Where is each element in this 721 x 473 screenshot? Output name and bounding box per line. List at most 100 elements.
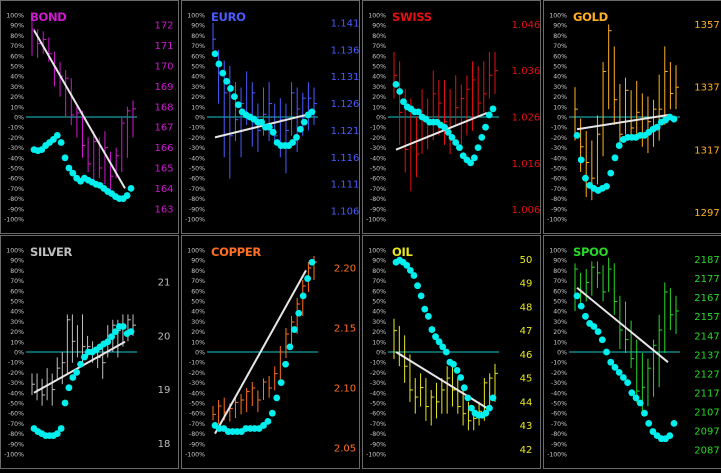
pct-tick-label: 0%	[557, 350, 567, 357]
price-tick-label: 1.136	[331, 45, 360, 56]
oscillator-dot	[304, 275, 311, 282]
price-tick-label: 166	[154, 143, 173, 154]
pct-tick-label: 50%	[10, 299, 24, 306]
pct-tick-label: 70%	[191, 43, 205, 50]
price-tick-label: 170	[154, 62, 173, 73]
pct-tick-label: 20%	[553, 329, 567, 336]
pct-tick-label: 30%	[191, 84, 205, 91]
price-bar	[450, 89, 453, 154]
price-bar	[654, 100, 657, 147]
pct-tick-label: -90%	[370, 206, 386, 213]
price-bar	[648, 97, 651, 153]
pct-tick-label: 70%	[10, 43, 24, 50]
price-bar	[241, 87, 244, 157]
price-tick-label: 2117	[694, 388, 719, 399]
price-bar	[631, 321, 634, 369]
price-bar	[614, 46, 617, 124]
pct-tick-label: 10%	[191, 104, 205, 111]
pct-tick-label: 0%	[376, 350, 386, 357]
pct-tick-label: 0%	[195, 350, 205, 357]
pct-tick-label: -70%	[370, 186, 386, 193]
oscillator-dot	[393, 81, 400, 88]
pct-tick-label: -80%	[551, 196, 567, 203]
chart-title: GOLD	[573, 10, 608, 24]
pct-tick-label: 20%	[10, 329, 24, 336]
oscillator-dot	[595, 328, 602, 335]
price-bar	[603, 265, 606, 301]
oscillator-dot	[273, 395, 280, 402]
oscillator-dot	[637, 400, 644, 407]
pct-tick-label: 20%	[372, 329, 386, 336]
pct-tick-label: -70%	[189, 186, 205, 193]
price-bar	[247, 388, 250, 412]
pct-tick-label: 70%	[553, 43, 567, 50]
oscillator-dot	[265, 418, 272, 425]
price-tick-label: 42	[520, 445, 533, 456]
pct-tick-label: -40%	[370, 390, 386, 397]
pct-tick-label: 50%	[10, 64, 24, 71]
pct-tick-label: 50%	[191, 299, 205, 306]
pct-tick-label: 80%	[553, 33, 567, 40]
price-bar	[77, 107, 80, 138]
price-bar	[447, 366, 450, 413]
price-tick-label: 48	[520, 302, 533, 313]
price-bar	[230, 66, 233, 179]
oscillator-dot	[62, 400, 69, 407]
price-tick-label: 1.116	[331, 153, 360, 164]
price-tick-label: 1.016	[512, 159, 541, 170]
pct-tick-label: 90%	[10, 23, 24, 30]
oscillator-dot	[124, 192, 131, 199]
pct-tick-label: -20%	[551, 135, 567, 142]
pct-tick-label: 40%	[553, 74, 567, 81]
pct-tick-label: -30%	[189, 145, 205, 152]
oscillator-dot	[212, 50, 219, 57]
oscillator-dot	[77, 361, 84, 368]
oscillator-dot	[582, 175, 589, 182]
price-tick-label: 20	[158, 331, 171, 342]
pct-tick-label: -30%	[8, 380, 24, 387]
pct-tick-label: 80%	[191, 33, 205, 40]
price-tick-label: 164	[154, 184, 173, 195]
price-bar	[133, 101, 136, 138]
pct-tick-label: -50%	[370, 401, 386, 408]
oscillator-dot	[443, 349, 450, 356]
pct-tick-label: 70%	[191, 278, 205, 285]
pct-tick-label: 100%	[549, 248, 567, 255]
chart-panel-euro: 100%90%80%70%60%50%40%30%20%10%0%-10%-20…	[182, 1, 360, 234]
price-bar	[286, 104, 289, 174]
pct-tick-label: -20%	[370, 135, 386, 142]
pct-tick-label: -80%	[370, 431, 386, 438]
pct-tick-label: 30%	[372, 319, 386, 326]
oscillator-dot	[429, 326, 436, 333]
price-bar	[676, 65, 679, 109]
price-tick-label: 172	[154, 21, 173, 32]
pct-tick-label: -50%	[551, 401, 567, 408]
oscillator-dot	[73, 369, 80, 376]
pct-tick-label: -60%	[551, 176, 567, 183]
pct-tick-label: 30%	[553, 319, 567, 326]
pct-tick-label: -90%	[189, 441, 205, 448]
pct-tick-label: 20%	[191, 329, 205, 336]
pct-tick-label: 20%	[191, 94, 205, 101]
price-bar	[416, 117, 419, 177]
pct-tick-label: 100%	[187, 13, 205, 20]
chart-title: EURO	[211, 10, 246, 24]
pct-tick-label: 50%	[372, 64, 386, 71]
price-tick-label: 1297	[694, 208, 719, 219]
pct-tick-label: -50%	[189, 166, 205, 173]
price-bar	[676, 296, 679, 334]
price-bar	[478, 66, 481, 117]
trend-line	[34, 30, 125, 188]
price-tick-label: 1.046	[512, 20, 541, 31]
price-bar	[128, 314, 131, 341]
price-tick-label: 168	[154, 102, 173, 113]
price-bar	[461, 85, 464, 145]
pct-tick-label: -30%	[370, 145, 386, 152]
pct-tick-label: -80%	[189, 196, 205, 203]
price-bar	[219, 50, 222, 104]
oscillator-dot	[574, 293, 581, 300]
price-tick-label: 2.05	[334, 444, 356, 455]
oscillator-dot	[215, 61, 222, 68]
price-tick-label: 44	[520, 397, 533, 408]
